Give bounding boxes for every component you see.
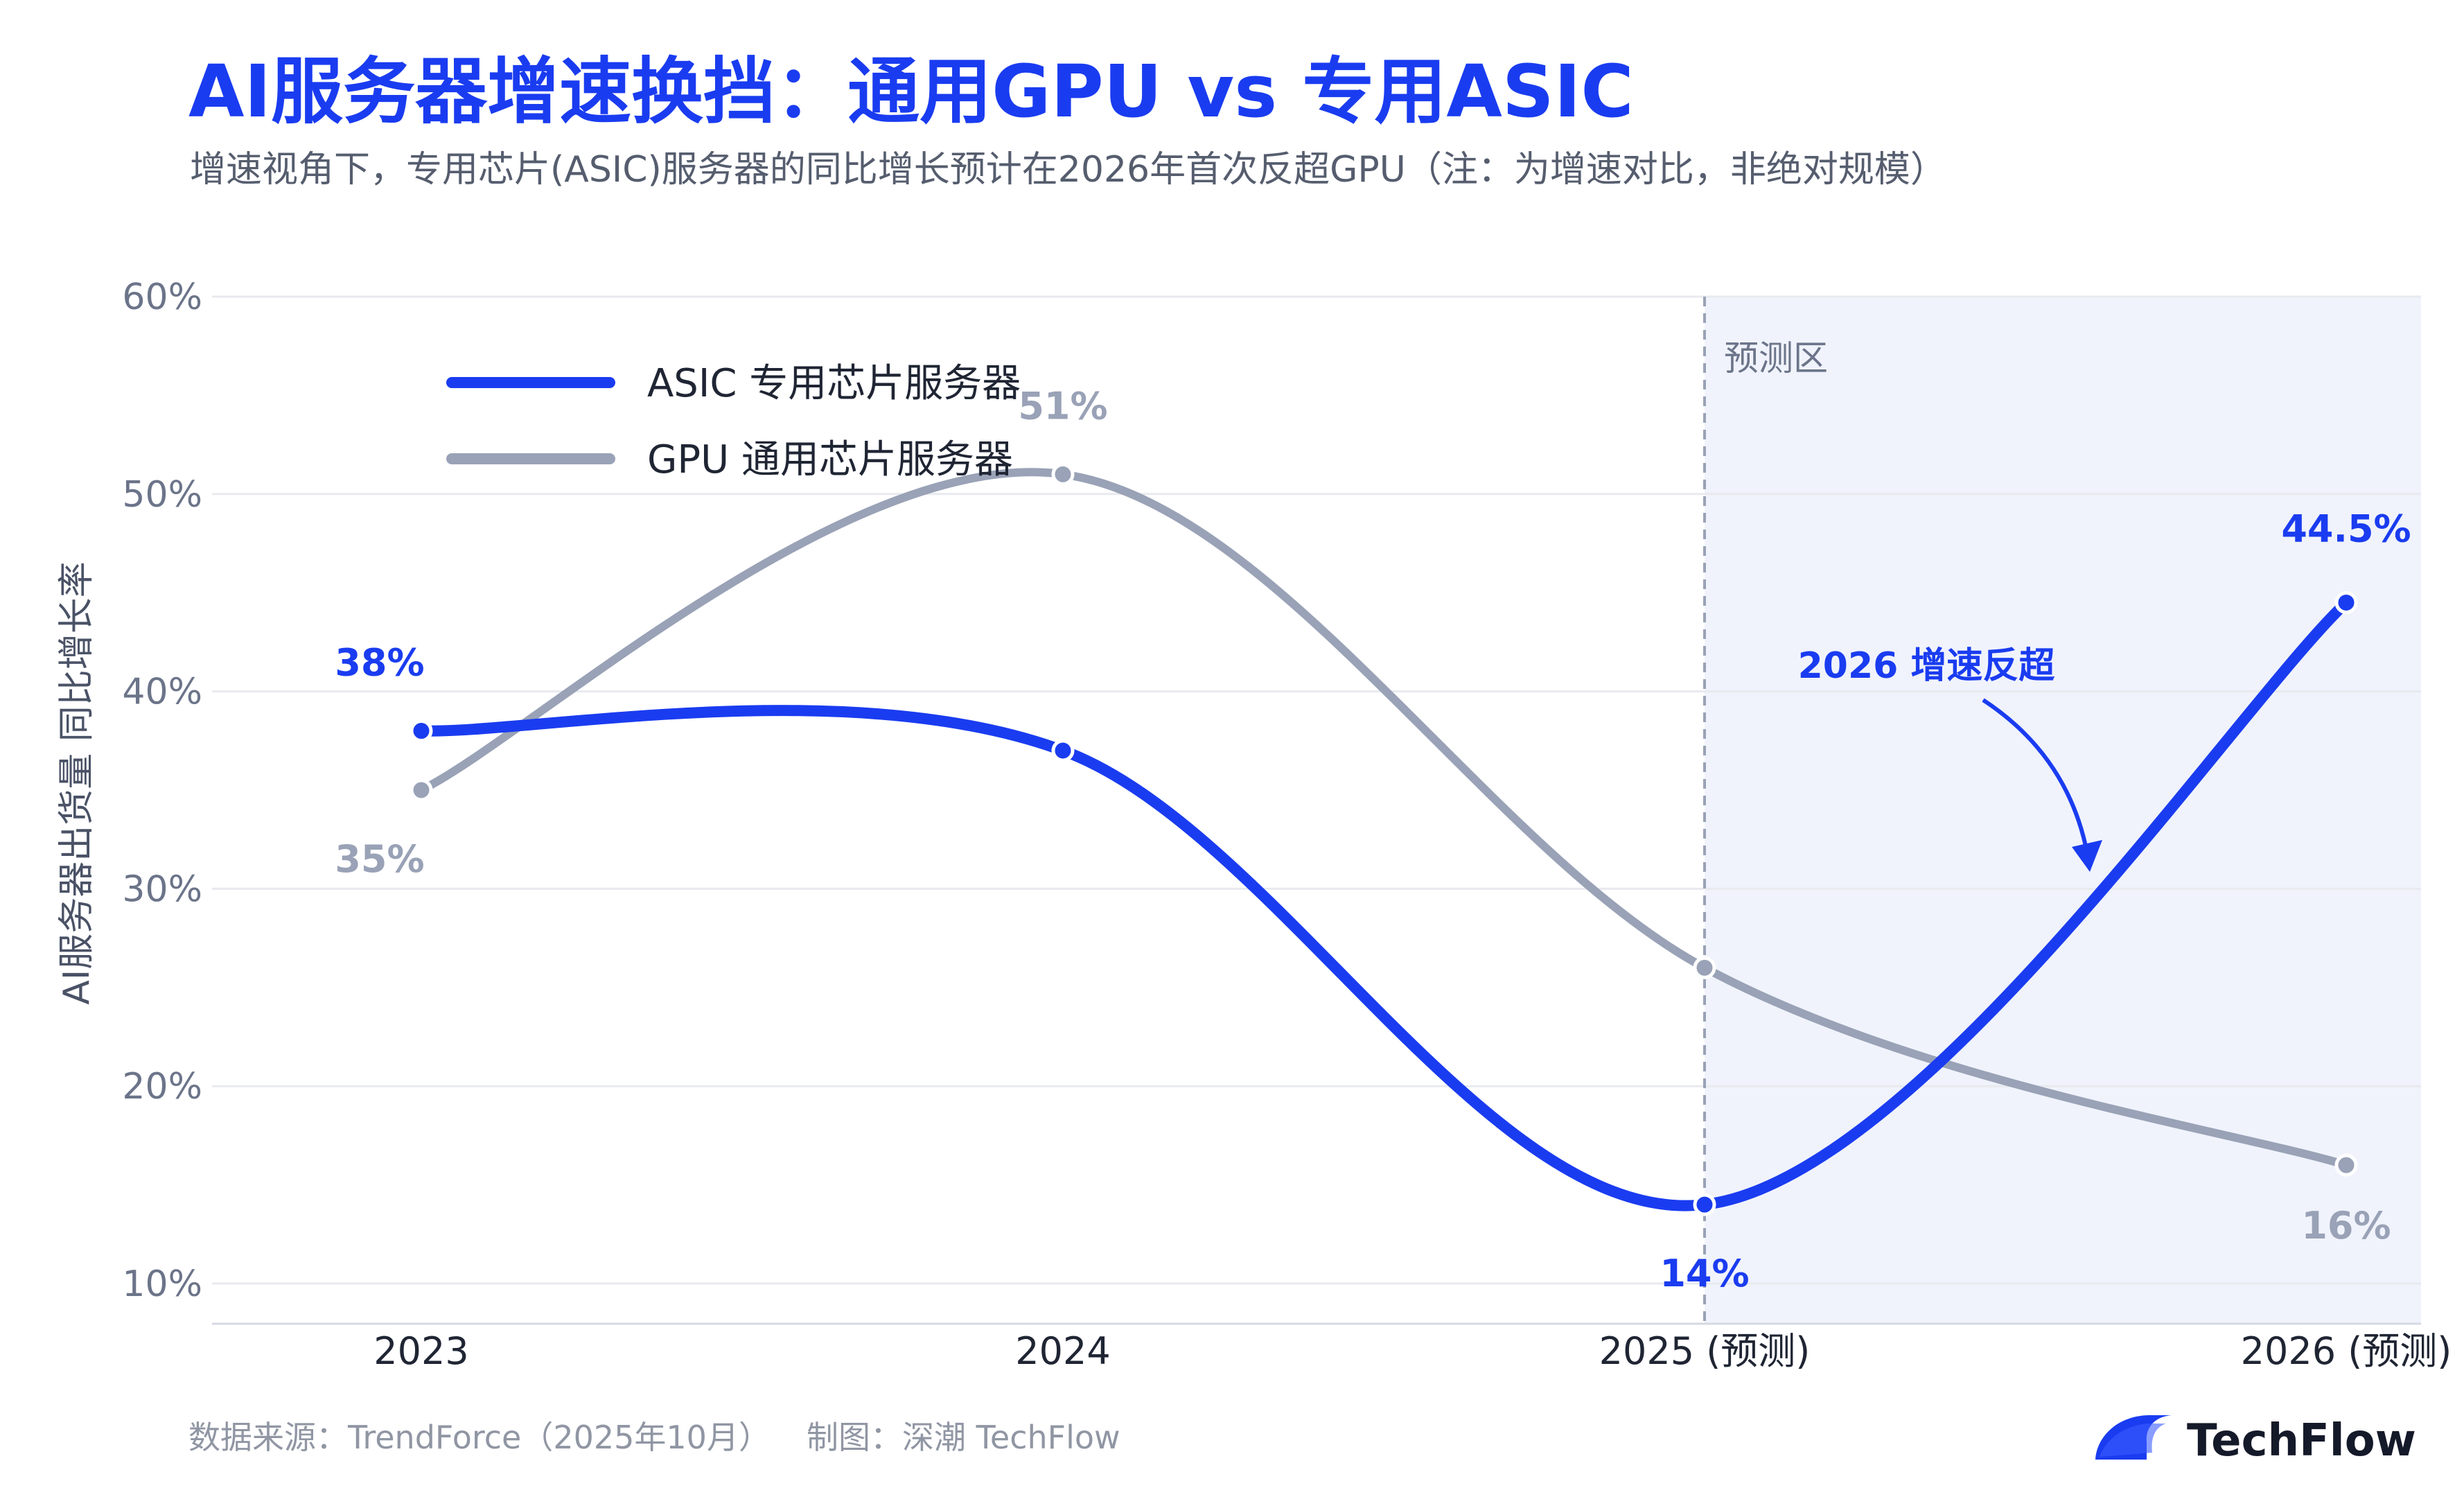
data-labels: 35% 51% 16% 38% 14% 44.5%	[335, 384, 2411, 1295]
y-tick-label: 50%	[122, 474, 202, 516]
y-tick-label: 40%	[122, 672, 202, 713]
annotation-text: 2026 增速反超	[1798, 645, 2056, 687]
forecast-region	[1705, 297, 2421, 1324]
data-label-gpu: 51%	[1018, 384, 1107, 428]
y-tick-label: 10%	[122, 1263, 202, 1305]
series-line-gpu	[417, 468, 2350, 1170]
techflow-logo-mark-2	[2100, 1423, 2166, 1457]
data-point-asic	[2334, 590, 2358, 614]
chart-title: AI服务器增速换挡：通用GPU vs 专用ASIC	[188, 49, 1634, 134]
x-tick-label: 2026 (预测)	[2241, 1329, 2452, 1373]
annotation-arrowhead	[2072, 840, 2102, 872]
data-label-asic: 38%	[335, 641, 424, 685]
legend-label-asic: ASIC 专用芯片服务器	[647, 361, 1021, 406]
y-axis-title: AI服务器出货量 同比增长率	[56, 561, 98, 1004]
series	[410, 462, 2358, 1216]
data-label-gpu: 35%	[335, 837, 424, 881]
x-axis: 2023 2024 2025 (预测) 2026 (预测)	[373, 1329, 2452, 1373]
credit-note: 制图：深潮 TechFlow	[807, 1419, 1120, 1456]
data-point-gpu	[1051, 462, 1075, 486]
data-point-gpu	[1693, 956, 1716, 979]
techflow-logo: TechFlow	[2095, 1415, 2416, 1467]
data-point-gpu	[410, 778, 433, 802]
source-note: 数据来源：TrendForce（2025年10月）	[188, 1419, 771, 1456]
x-tick-label: 2023	[373, 1329, 468, 1373]
y-tick-label: 60%	[122, 277, 202, 318]
chart-subtitle: 增速视角下，专用芯片(ASIC)服务器的同比增长预计在2026年首次反超GPU（…	[190, 149, 1946, 191]
x-tick-label: 2024	[1015, 1329, 1110, 1373]
data-point-asic	[1051, 739, 1075, 762]
data-point-asic	[1693, 1193, 1716, 1216]
x-tick-label: 2025 (预测)	[1599, 1329, 1811, 1373]
data-point-asic	[410, 719, 433, 743]
legend-label-gpu: GPU 通用芯片服务器	[647, 437, 1013, 482]
data-label-gpu: 16%	[2301, 1204, 2391, 1248]
annotation-arrow	[1982, 698, 2089, 853]
y-tick-label: 20%	[122, 1066, 202, 1108]
series-line-asic	[416, 597, 2352, 1211]
techflow-logo-text: TechFlow	[2187, 1415, 2416, 1467]
data-label-asic: 14%	[1660, 1252, 1749, 1295]
forecast-region-label: 预测区	[1724, 338, 1828, 378]
data-label-asic: 44.5%	[2281, 507, 2411, 550]
y-tick-label: 30%	[122, 868, 202, 910]
y-axis: 10% 20% 30% 40% 50% 60%	[122, 277, 202, 1305]
annotation: 2026 增速反超	[1798, 645, 2102, 872]
legend: ASIC 专用芯片服务器 GPU 通用芯片服务器	[446, 361, 1021, 482]
data-point-gpu	[2334, 1153, 2358, 1177]
grid	[212, 295, 2421, 1285]
